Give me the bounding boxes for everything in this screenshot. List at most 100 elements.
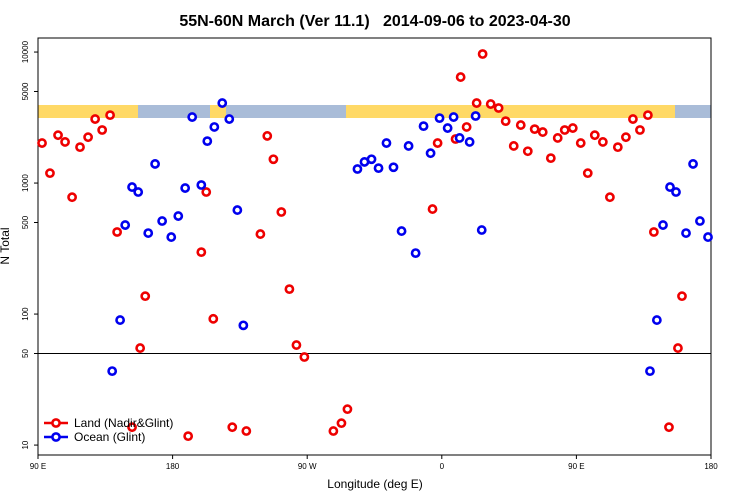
point	[589, 130, 600, 141]
point	[140, 291, 151, 302]
point	[166, 232, 177, 242]
point	[582, 168, 593, 179]
point	[133, 187, 144, 197]
point	[115, 315, 126, 325]
legend-marker	[51, 432, 61, 442]
point	[45, 168, 55, 179]
y-tick-label: 10000	[21, 40, 30, 63]
point	[410, 248, 421, 258]
point	[227, 422, 238, 433]
point	[454, 133, 465, 143]
point	[232, 205, 243, 215]
legend-marker	[51, 418, 61, 428]
x-axis-label: Longitude (deg E)	[327, 477, 422, 491]
point	[238, 320, 249, 331]
point	[461, 122, 472, 132]
point	[658, 220, 668, 230]
point	[224, 114, 235, 124]
point	[276, 207, 287, 217]
point	[75, 142, 85, 153]
y-axis-label: N Total	[0, 227, 12, 264]
point	[262, 131, 273, 141]
plot-frame	[37, 37, 712, 456]
point	[352, 164, 363, 174]
point	[427, 204, 438, 214]
point	[673, 343, 683, 353]
point	[143, 228, 154, 238]
point	[196, 180, 207, 190]
point	[90, 114, 101, 124]
point	[485, 99, 496, 109]
surface-strip	[38, 105, 711, 118]
point	[476, 225, 487, 235]
point	[432, 138, 443, 148]
point	[60, 137, 70, 147]
point	[645, 366, 655, 377]
chart-title: 55N-60N March (Ver 11.1) 2014-09-06 to 2…	[179, 13, 570, 30]
point	[127, 422, 137, 433]
point	[537, 127, 548, 137]
point	[217, 98, 228, 108]
y-tick-label: 500	[21, 215, 30, 229]
x-tick-label: 90 W	[298, 462, 317, 471]
legend-label: Ocean (Glint)	[74, 430, 145, 444]
point	[201, 187, 212, 197]
point	[508, 141, 519, 151]
x-tick-label: 90 E	[30, 462, 46, 471]
x-tick-label: 180	[704, 462, 718, 471]
point	[396, 226, 407, 236]
point	[373, 163, 384, 174]
point	[648, 227, 659, 237]
point	[575, 138, 586, 148]
y-tick-label: 50	[21, 349, 30, 358]
point	[388, 162, 399, 173]
point	[299, 352, 310, 362]
ocean-strip	[138, 105, 210, 118]
point	[342, 404, 353, 415]
point	[105, 110, 115, 121]
point	[183, 431, 194, 442]
point	[628, 114, 638, 124]
point	[120, 220, 131, 230]
point	[241, 426, 252, 436]
point	[455, 72, 466, 82]
point	[642, 110, 653, 121]
y-tick-label: 5000	[21, 82, 30, 100]
point	[605, 192, 615, 203]
point	[284, 284, 295, 295]
point	[425, 148, 436, 159]
point	[336, 418, 347, 429]
point	[53, 130, 63, 141]
point	[681, 228, 691, 238]
point	[180, 183, 191, 193]
point	[522, 146, 533, 157]
point	[545, 153, 556, 164]
point	[255, 229, 266, 239]
x-tick-label: 180	[166, 462, 180, 471]
point	[500, 116, 511, 127]
point	[671, 187, 681, 197]
point	[559, 125, 570, 135]
point	[67, 192, 77, 203]
point	[202, 136, 213, 147]
point	[470, 111, 481, 121]
point	[597, 137, 608, 147]
point	[97, 125, 108, 135]
legend-label: Land (Nadir&Glint)	[74, 416, 173, 430]
point	[677, 291, 687, 302]
point	[381, 138, 392, 148]
point	[37, 138, 47, 148]
point	[107, 366, 118, 377]
point	[291, 340, 302, 350]
x-tick-label: 90 E	[568, 462, 584, 471]
point	[209, 122, 220, 132]
point	[268, 154, 279, 165]
point	[157, 216, 168, 226]
y-tick-label: 10	[21, 440, 30, 449]
point	[448, 112, 459, 122]
point	[127, 182, 137, 192]
point	[515, 120, 526, 130]
point	[173, 211, 184, 221]
ocean-strip	[675, 105, 711, 118]
